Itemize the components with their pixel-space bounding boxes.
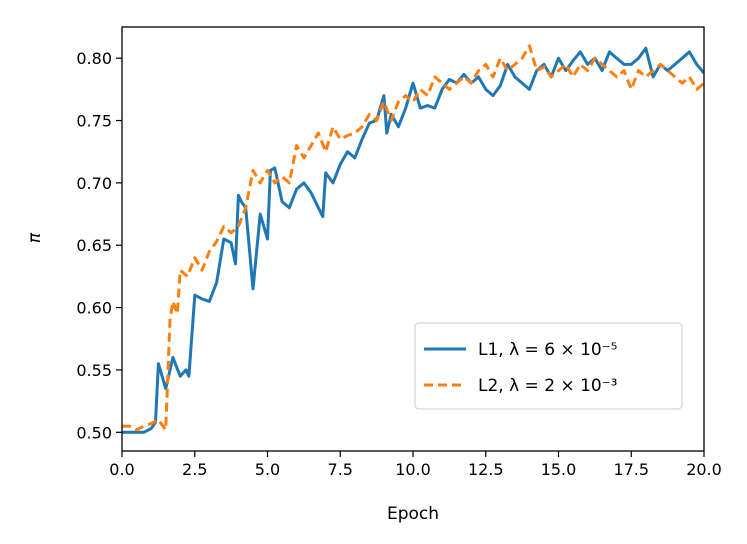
y-tick-label: 0.70 xyxy=(76,174,112,193)
legend-label-l2: L2, λ = 2 × 10⁻³ xyxy=(478,376,618,396)
legend-box xyxy=(414,322,683,410)
legend-label-l1: L1, λ = 6 × 10⁻⁵ xyxy=(478,340,618,360)
y-axis-label: π xyxy=(25,232,45,243)
x-tick-label: 15.0 xyxy=(541,460,577,479)
y-axis: 0.50 0.55 0.60 0.65 0.70 0.75 0.80 xyxy=(76,49,122,442)
y-tick-label: 0.50 xyxy=(76,423,112,442)
x-tick-label: 17.5 xyxy=(613,460,649,479)
y-tick-label: 0.75 xyxy=(76,112,112,131)
x-tick-label: 7.5 xyxy=(328,460,353,479)
x-tick-label: 2.5 xyxy=(182,460,207,479)
y-tick-label: 0.55 xyxy=(76,361,112,380)
series-line-l1 xyxy=(122,46,704,434)
y-tick-label: 0.80 xyxy=(76,49,112,68)
x-tick-label: 10.0 xyxy=(395,460,431,479)
x-tick-label: 12.5 xyxy=(468,460,504,479)
y-tick-label: 0.60 xyxy=(76,299,112,318)
legend: L1, λ = 6 × 10⁻⁵ L2, λ = 2 × 10⁻³ xyxy=(414,322,683,410)
series-group xyxy=(122,44,704,434)
x-axis-label: Epoch xyxy=(387,504,439,524)
x-tick-label: 20.0 xyxy=(686,460,722,479)
y-tick-label: 0.65 xyxy=(76,236,112,255)
x-axis: 0.0 2.5 5.0 7.5 10.0 12.5 15.0 17.5 20.0 xyxy=(109,451,722,479)
x-tick-label: 5.0 xyxy=(255,460,280,479)
series-line-l2 xyxy=(122,44,704,432)
x-tick-label: 0.0 xyxy=(109,460,134,479)
